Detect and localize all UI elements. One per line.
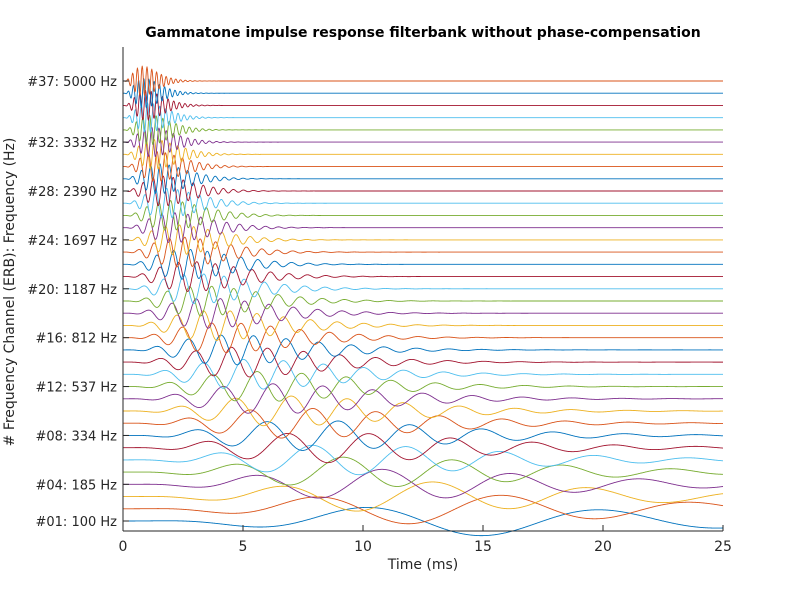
trace-channel-16 bbox=[123, 322, 723, 354]
trace-channel-24 bbox=[123, 224, 723, 256]
y-tick-label: #01: 100 Hz bbox=[36, 515, 118, 530]
trace-channel-19 bbox=[123, 285, 723, 317]
x-tick-label: 5 bbox=[239, 539, 248, 555]
y-tick-label: #28: 2390 Hz bbox=[27, 185, 117, 200]
trace-channel-07 bbox=[123, 433, 724, 464]
y-axis: #01: 100 Hz #04: 185 Hz #08: 334 Hz #12: 53… bbox=[27, 47, 129, 531]
trace-channel-30 bbox=[122, 151, 723, 182]
trace-channel-09 bbox=[123, 408, 723, 439]
x-axis-label: Time (ms) bbox=[387, 557, 459, 573]
x-tick-label: 10 bbox=[354, 539, 372, 555]
trace-channel-28 bbox=[123, 175, 723, 207]
trace-channel-17 bbox=[123, 310, 723, 341]
trace-channel-20 bbox=[123, 273, 723, 305]
x-tick-label: 0 bbox=[119, 539, 128, 555]
trace-channel-10 bbox=[123, 395, 724, 427]
trace-channel-11 bbox=[123, 383, 723, 414]
trace-channel-01 bbox=[123, 506, 724, 537]
trace-channel-33 bbox=[123, 114, 723, 146]
x-tick-label: 25 bbox=[714, 539, 732, 555]
y-axis-label: # Frequency Channel (ERB): Frequency (Hz… bbox=[2, 138, 18, 447]
x-axis: 0 5 10 15 20 25 bbox=[119, 525, 732, 555]
trace-channel-18 bbox=[123, 298, 723, 329]
trace-channel-04 bbox=[123, 468, 724, 499]
y-tick-label: #04: 185 Hz bbox=[36, 478, 118, 493]
trace-channel-29 bbox=[123, 163, 723, 194]
trace-channel-21 bbox=[123, 261, 723, 292]
y-tick-label: #16: 812 Hz bbox=[36, 332, 118, 347]
y-tick-label: #20: 1187 Hz bbox=[27, 283, 117, 298]
trace-channel-37 bbox=[123, 65, 723, 97]
trace-channel-27 bbox=[123, 187, 723, 219]
trace-channel-34 bbox=[122, 102, 723, 133]
trace-channel-13 bbox=[123, 358, 723, 390]
trace-channel-26 bbox=[123, 200, 723, 231]
y-tick-label: #08: 334 Hz bbox=[36, 429, 118, 444]
trace-channel-23 bbox=[123, 236, 723, 268]
trace-channel-22 bbox=[123, 249, 723, 280]
trace-channel-36 bbox=[123, 78, 723, 109]
trace-channel-08 bbox=[123, 420, 724, 451]
trace-channel-03 bbox=[123, 481, 724, 512]
y-tick-label: #32: 3332 Hz bbox=[27, 136, 117, 151]
trace-channel-31 bbox=[123, 138, 723, 170]
trace-channel-12 bbox=[123, 371, 723, 402]
trace-channel-32 bbox=[123, 126, 723, 157]
trace-channel-35 bbox=[123, 90, 723, 121]
x-tick-label: 20 bbox=[594, 539, 612, 555]
x-tick-label: 15 bbox=[474, 539, 492, 555]
trace-channel-05 bbox=[123, 456, 723, 487]
y-tick-label: #37: 5000 Hz bbox=[27, 75, 117, 90]
impulse-response-traces bbox=[122, 65, 724, 537]
trace-channel-25 bbox=[123, 212, 723, 243]
trace-channel-15 bbox=[123, 334, 723, 366]
chart-title: Gammatone impulse response filterbank wi… bbox=[145, 25, 700, 41]
trace-channel-02 bbox=[123, 494, 724, 525]
y-tick-label: #24: 1697 Hz bbox=[27, 234, 117, 249]
trace-channel-14 bbox=[123, 346, 723, 378]
y-tick-label: #12: 537 Hz bbox=[36, 381, 118, 396]
